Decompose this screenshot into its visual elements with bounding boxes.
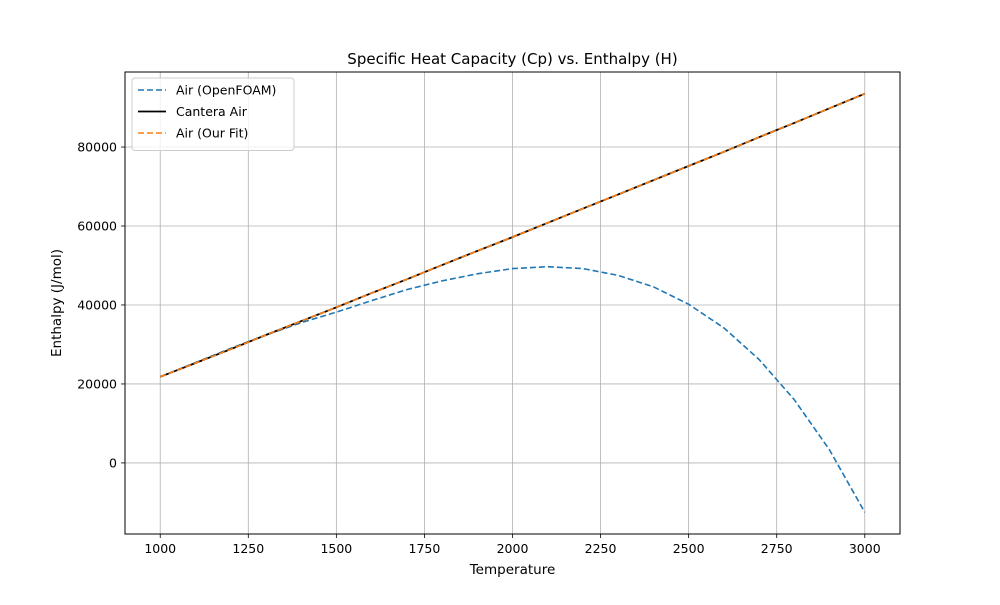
x-tick-label: 2250 — [585, 541, 617, 556]
series-lines — [159, 92, 866, 513]
x-tick-label: 2750 — [761, 541, 793, 556]
x-tick-label: 1000 — [144, 541, 176, 556]
legend-label-0: Air (OpenFOAM) — [176, 83, 276, 98]
y-axis-label: Enthalpy (J/mol) — [49, 249, 65, 357]
y-tick-label: 0 — [109, 455, 117, 470]
x-tick-label: 1500 — [320, 541, 352, 556]
axis-ticks: 1000 1250 1500 1750 2000 2250 2500 2750 3000 0 200… — [77, 140, 880, 556]
x-tick-label: 2000 — [497, 541, 529, 556]
y-tick-label: 60000 — [77, 219, 117, 234]
x-tick-label: 1250 — [232, 541, 264, 556]
x-axis-label: Temperature — [469, 562, 556, 578]
x-tick-label: 2500 — [673, 541, 705, 556]
legend: Air (OpenFOAM) Cantera Air Air (Our Fit) — [131, 77, 295, 151]
y-tick-label: 80000 — [77, 140, 117, 155]
chart-title: Specific Heat Capacity (Cp) vs. Enthalpy… — [347, 50, 677, 68]
legend-label-2: Air (Our Fit) — [176, 126, 248, 141]
legend-label-1: Cantera Air — [176, 104, 248, 119]
x-tick-label: 3000 — [849, 541, 881, 556]
legend-box — [131, 77, 295, 151]
y-tick-label: 20000 — [77, 376, 117, 391]
y-tick-label: 40000 — [77, 297, 117, 312]
series-line-2 — [159, 92, 866, 378]
grid-lines — [125, 72, 900, 534]
x-tick-label: 1750 — [409, 541, 441, 556]
